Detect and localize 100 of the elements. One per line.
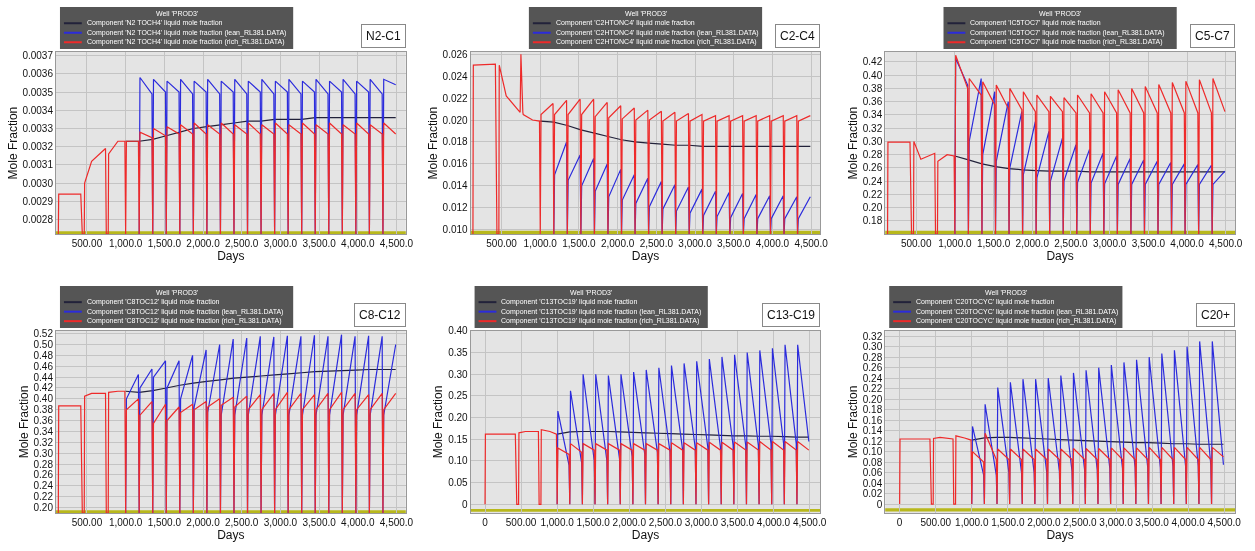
x-tick-label: 1,500.0 bbox=[147, 517, 182, 528]
y-tick-label: 0.36 bbox=[33, 415, 54, 427]
y-tick-label: 0.024 bbox=[442, 70, 469, 82]
x-tick-label: 4,000.0 bbox=[341, 517, 375, 528]
x-tick-label: 4,000.0 bbox=[1171, 517, 1206, 528]
y-tick-label: 0.08 bbox=[862, 456, 883, 468]
y-tick-label: 0.0035 bbox=[22, 86, 54, 98]
x-tick-label: 4,500.0 bbox=[792, 517, 827, 528]
y-tick-label: 0.28 bbox=[862, 149, 883, 161]
y-axis-title: Mole Fraction bbox=[5, 106, 20, 180]
x-tick-label: 1,500.0 bbox=[562, 238, 597, 250]
x-axis-title: Days bbox=[217, 528, 245, 542]
x-tick-label: 3,000.0 bbox=[678, 238, 713, 250]
y-tick-label: 0.06 bbox=[862, 467, 883, 479]
y-tick-label: 0.26 bbox=[862, 162, 883, 174]
x-tick-label: 3,500.0 bbox=[720, 517, 755, 528]
y-tick-label: 0.0037 bbox=[22, 50, 54, 62]
y-tick-label: 0.22 bbox=[33, 491, 54, 503]
y-tick-label: 0.18 bbox=[862, 404, 883, 416]
text: C5-C7 bbox=[1195, 29, 1230, 43]
x-tick-label: 3,000.0 bbox=[263, 238, 298, 250]
x-tick-label: 500.00 bbox=[486, 238, 518, 250]
y-tick-label: 0.38 bbox=[862, 82, 883, 94]
y-tick-label: 0.24 bbox=[33, 480, 54, 492]
x-tick-label: 1,500.0 bbox=[991, 517, 1025, 528]
text: C13-C19 bbox=[767, 308, 816, 322]
x-tick-label: 500.00 bbox=[920, 517, 952, 528]
y-tick-label: 0.010 bbox=[442, 224, 469, 236]
y-axis-title: Mole Fraction bbox=[846, 106, 861, 180]
y-tick-label: 0.20 bbox=[862, 202, 883, 214]
y-tick-label: 0.24 bbox=[862, 175, 883, 187]
x-tick-label: 3,500.0 bbox=[717, 238, 751, 250]
x-tick-label: 4,000.0 bbox=[756, 517, 791, 528]
x-tick-label: 1,500.0 bbox=[976, 238, 1011, 250]
y-tick-label: 0.012 bbox=[442, 202, 469, 214]
text: C20+ bbox=[1201, 308, 1231, 322]
y-tick-label: 0.10 bbox=[448, 455, 469, 467]
y-tick-label: 0.22 bbox=[862, 188, 883, 200]
x-tick-label: 2,000.0 bbox=[186, 517, 221, 528]
y-tick-label: 0.34 bbox=[33, 425, 54, 437]
x-tick-label: 3,500.0 bbox=[1135, 517, 1170, 528]
y-tick-label: 0.36 bbox=[862, 96, 883, 108]
y-tick-label: 0.26 bbox=[33, 469, 54, 481]
y-tick-label: 0.18 bbox=[862, 215, 883, 227]
y-tick-label: 0.50 bbox=[33, 338, 54, 350]
y-tick-label: 0.014 bbox=[442, 180, 469, 192]
y-tick-label: 0.44 bbox=[33, 371, 54, 383]
y-tick-label: 0.25 bbox=[448, 390, 469, 402]
y-tick-label: 0.34 bbox=[862, 109, 883, 121]
x-tick-label: 4,500.0 bbox=[1207, 517, 1242, 528]
x-tick-label: 1,000.0 bbox=[955, 517, 989, 528]
y-tick-label: 0.30 bbox=[448, 368, 469, 380]
x-tick-label: 3,500.0 bbox=[1131, 238, 1166, 250]
y-tick-label: 0.0036 bbox=[22, 68, 54, 80]
x-axis-title: Days bbox=[631, 528, 660, 542]
x-tick-label: 0 bbox=[482, 517, 489, 528]
y-tick-label: 0.0029 bbox=[22, 195, 54, 207]
x-tick-label: 500.00 bbox=[71, 238, 103, 250]
y-tick-label: 0.28 bbox=[33, 458, 54, 470]
x-tick-label: 2,000.0 bbox=[1015, 238, 1050, 250]
y-tick-label: 0.30 bbox=[33, 447, 54, 459]
y-tick-label: 0.04 bbox=[862, 477, 883, 489]
y-tick-label: 0.0032 bbox=[22, 141, 54, 153]
x-tick-label: 4,000.0 bbox=[755, 238, 790, 250]
y-tick-label: 0.20 bbox=[448, 412, 469, 424]
y-tick-label: 0 bbox=[462, 498, 469, 510]
y-tick-label: 0.28 bbox=[862, 351, 883, 363]
y-tick-label: 0.30 bbox=[862, 135, 883, 147]
x-tick-label: 1,000.0 bbox=[540, 517, 575, 528]
x-tick-label: 4,000.0 bbox=[341, 238, 375, 250]
y-tick-label: 0.0033 bbox=[22, 122, 54, 134]
y-axis-title: Mole Fraction bbox=[16, 385, 31, 459]
y-tick-label: 0.018 bbox=[442, 136, 469, 148]
y-tick-label: 0.35 bbox=[448, 347, 469, 359]
y-tick-label: 0.15 bbox=[448, 433, 469, 445]
y-tick-label: 0.05 bbox=[448, 477, 469, 489]
x-tick-label: 1,500.0 bbox=[147, 238, 182, 250]
x-tick-label: 2,500.0 bbox=[1063, 517, 1098, 528]
y-tick-label: 0.20 bbox=[862, 393, 883, 405]
x-tick-label: 2,500.0 bbox=[639, 238, 674, 250]
x-tick-label: 3,000.0 bbox=[1099, 517, 1134, 528]
y-tick-label: 0.32 bbox=[862, 330, 883, 342]
x-axis-title: Days bbox=[1046, 528, 1074, 542]
y-tick-label: 0.38 bbox=[33, 404, 54, 416]
x-tick-label: 1,000.0 bbox=[523, 238, 558, 250]
y-axis-title: Mole Fraction bbox=[846, 385, 861, 459]
x-tick-label: 4,500.0 bbox=[1209, 238, 1243, 250]
y-axis-title: Mole Fraction bbox=[425, 106, 440, 180]
y-tick-label: 0.42 bbox=[862, 56, 883, 68]
x-tick-label: 4,000.0 bbox=[1170, 238, 1205, 250]
x-tick-label: 3,000.0 bbox=[263, 517, 298, 528]
y-tick-label: 0.46 bbox=[33, 360, 54, 372]
y-tick-label: 0.020 bbox=[442, 114, 469, 126]
x-tick-label: 0 bbox=[896, 517, 903, 528]
y-tick-label: 0.10 bbox=[862, 446, 883, 458]
y-tick-label: 0.14 bbox=[862, 425, 883, 437]
y-tick-label: 0 bbox=[876, 498, 883, 510]
x-tick-label: 1,500.0 bbox=[576, 517, 611, 528]
y-axis-title: Mole Fraction bbox=[431, 385, 446, 459]
y-tick-label: 0.0030 bbox=[22, 177, 54, 189]
